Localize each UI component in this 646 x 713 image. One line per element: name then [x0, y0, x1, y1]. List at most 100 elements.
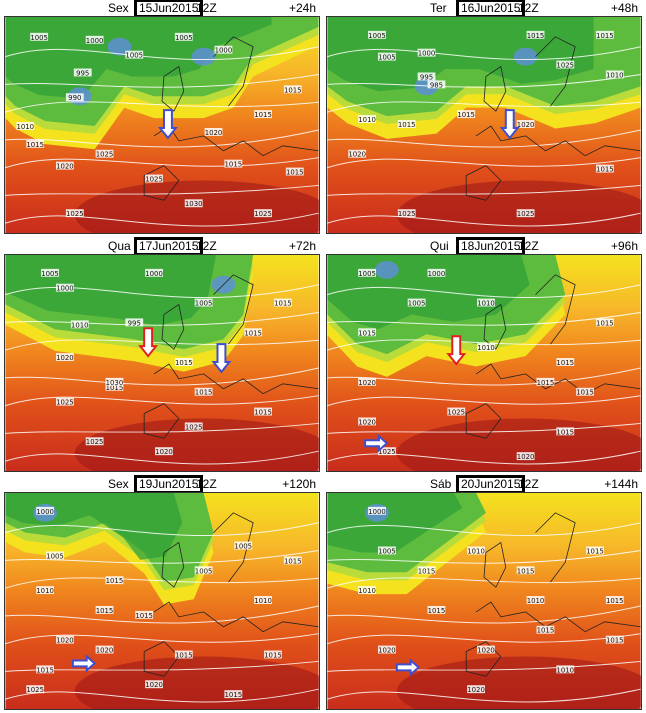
isobar-label: 1015 [105, 576, 124, 585]
isobar-line [327, 101, 641, 113]
isobar-line [5, 157, 319, 169]
svg-text:1015: 1015 [537, 379, 555, 387]
isobar-label: 1000 [36, 506, 54, 516]
isobar-label: 1025 [26, 685, 45, 694]
isobar-label: 1015 [174, 650, 193, 659]
svg-text:1015: 1015 [596, 166, 614, 174]
forecast-panel-2: Ter 16Jun2015 12Z +48h 1005 1000 995 985 100… [322, 0, 642, 236]
isobar-label: 1015 [264, 650, 282, 659]
svg-text:1010: 1010 [606, 71, 624, 79]
isobar-label: 1020 [348, 149, 367, 159]
panel-lead-time: +144h [604, 477, 638, 491]
isobar-line [5, 450, 319, 465]
svg-text:1005: 1005 [195, 567, 213, 575]
isobar-label: 990 [65, 93, 84, 102]
svg-text:1005: 1005 [378, 547, 396, 555]
isobar-line [5, 395, 319, 407]
isobar-line [327, 212, 641, 227]
isobar-label: 1015 [417, 566, 436, 575]
isobar-label: 1015 [556, 358, 575, 367]
svg-text:1005: 1005 [368, 32, 386, 40]
svg-text:1020: 1020 [467, 686, 485, 694]
svg-text:1025: 1025 [56, 399, 74, 407]
forecast-panel-1: Sex 15Jun2015 12Z +24h 1005 1000 995 990 100… [0, 0, 320, 236]
isobar-label: 1015 [95, 605, 114, 615]
svg-text:1025: 1025 [398, 210, 416, 218]
scandinavia-coastline [213, 274, 254, 345]
svg-text:1025: 1025 [26, 686, 44, 694]
svg-text:1010: 1010 [254, 597, 272, 605]
isobar-label: 1000 [55, 283, 74, 293]
isobar-label: 1030 [184, 199, 203, 208]
svg-text:1015: 1015 [527, 32, 545, 40]
isobar-label: 1025 [95, 149, 114, 159]
blue-arrow-down-icon [211, 343, 232, 374]
isobar-label: 1010 [16, 122, 35, 131]
map-svg: 1005 1000 995 990 1005 1005 1000 1010 1015 1020 10… [5, 17, 319, 233]
isobar-label: 1015 [605, 635, 624, 645]
svg-text:1015: 1015 [286, 169, 304, 177]
pressure-map: 1000 1005 995 1000 1005 1010 1020 1015 1015 1030 1… [4, 254, 320, 472]
svg-text:1015: 1015 [596, 319, 614, 327]
svg-text:1000: 1000 [86, 37, 104, 45]
pressure-map: 1005 1000 995 985 1005 1010 1015 1020 1015 1020 10… [326, 16, 642, 234]
svg-text:1015: 1015 [225, 161, 243, 169]
isobar-label: 1015 [457, 110, 476, 119]
panel-header: Sáb 20Jun2015 12Z +144h [322, 475, 642, 494]
isobar-line [5, 367, 319, 386]
iberia-coastline [465, 641, 502, 677]
panel-header: Ter 16Jun2015 12Z +48h [322, 0, 642, 18]
isobar-line [5, 339, 319, 351]
pressure-map: 1000 1005 1010 1015 1015 1020 1015 1005 1005 1010… [4, 492, 320, 710]
isobar-line [327, 73, 641, 88]
isobar-label: 1020 [516, 120, 535, 129]
isobar-label: 1020 [204, 127, 223, 137]
svg-text:1015: 1015 [244, 329, 262, 337]
svg-text:1015: 1015 [254, 409, 272, 417]
isobar-label: 1005 [194, 566, 213, 575]
svg-text:1010: 1010 [358, 116, 376, 124]
svg-text:1020: 1020 [358, 379, 376, 387]
svg-text:1020: 1020 [205, 129, 223, 137]
isobar-label: 1020 [467, 685, 485, 694]
iberia-coastline [143, 165, 180, 201]
svg-text:1025: 1025 [378, 448, 396, 456]
scandinavia-coastline [213, 36, 254, 107]
svg-text:1010: 1010 [358, 587, 376, 595]
svg-text:1010: 1010 [36, 587, 54, 595]
low-centre [191, 47, 216, 66]
isobar-label: 1005 [377, 52, 396, 62]
isobar-label: 1005 [174, 32, 193, 42]
isobar-label: 1015 [36, 665, 54, 674]
isobar-label: 1000 [214, 45, 233, 55]
coastline [153, 601, 319, 633]
isobar-label: 1015 [174, 358, 193, 367]
isobar-label: 1015 [135, 610, 154, 620]
isobar-label: 1015 [536, 377, 555, 387]
panel-lead-time: +24h [288, 1, 316, 15]
svg-text:1025: 1025 [145, 175, 163, 183]
svg-text:1015: 1015 [358, 329, 376, 337]
british-isles-coastline [483, 303, 507, 350]
isobar-label: 1015 [283, 556, 302, 565]
low-pressure-core-region [327, 493, 463, 553]
svg-text:995: 995 [76, 69, 89, 77]
map-svg: 1000 1005 1010 1015 1015 1020 1015 1005 1005 1010… [5, 493, 319, 709]
isobar-line [5, 129, 319, 148]
svg-text:1030: 1030 [185, 200, 203, 208]
svg-text:1020: 1020 [517, 453, 535, 461]
isobar-label: 995 [125, 318, 144, 327]
svg-text:1020: 1020 [477, 647, 495, 655]
panel-hour: 12Z [196, 1, 217, 15]
svg-text:1030: 1030 [106, 379, 124, 387]
isobar-label: 1015 [254, 407, 272, 417]
isobar-line [327, 395, 641, 407]
low-centre [375, 260, 399, 279]
isobar-line [5, 101, 319, 113]
isobar-line [5, 422, 319, 434]
isobar-line [327, 311, 641, 326]
isobar-label: 1020 [377, 645, 396, 655]
isobar-label: 1005 [194, 298, 213, 308]
isobar-label: 1015 [576, 387, 594, 397]
svg-text:1015: 1015 [556, 359, 574, 367]
